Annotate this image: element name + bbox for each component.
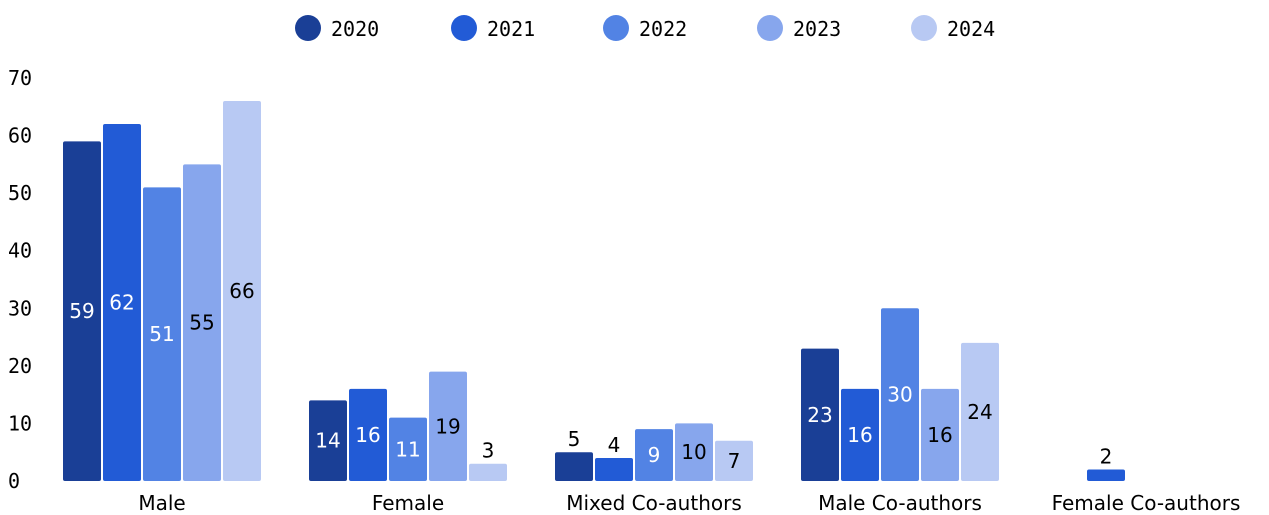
bar-2024 — [469, 463, 507, 481]
bar-2022 — [881, 308, 919, 481]
bar-2022 — [635, 429, 673, 481]
bar-2021 — [841, 388, 879, 481]
y-axis: 0 10 20 30 40 50 60 70 — [8, 66, 32, 493]
bar-2020 — [63, 141, 101, 482]
bar-2024 — [715, 440, 753, 481]
legend-swatch-2023 — [757, 15, 783, 41]
legend-label-2023: 2023 — [793, 17, 841, 41]
y-tick-label: 60 — [8, 124, 32, 148]
x-axis: Male Female Mixed Co-authors Male Co-author… — [138, 491, 1240, 515]
data-label-2024: 7 — [728, 449, 741, 473]
data-label-2020: 59 — [69, 299, 94, 323]
data-label-2020: 5 — [568, 427, 581, 451]
data-label-2023: 10 — [681, 440, 706, 464]
data-label-2024: 24 — [967, 400, 992, 424]
data-labels: 59 62 51 55 66 14 16 11 19 3 5 4 9 10 7 23 16 30 16 24 2 — [69, 279, 1112, 473]
bar-2020 — [801, 348, 839, 481]
y-tick-label: 10 — [8, 411, 32, 435]
data-label-2022: 30 — [887, 383, 912, 407]
y-tick-label: 40 — [8, 239, 32, 263]
bar-2023 — [429, 371, 467, 481]
bar-2022 — [389, 417, 427, 481]
legend-swatch-2021 — [451, 15, 477, 41]
data-label-2023: 19 — [435, 414, 460, 438]
legend-label-2022: 2022 — [639, 17, 687, 41]
category-label: Female — [372, 491, 444, 515]
data-label-2024: 3 — [482, 439, 495, 463]
legend-label-2021: 2021 — [487, 17, 535, 41]
y-tick-label: 30 — [8, 296, 32, 320]
data-label-2022: 11 — [395, 437, 420, 461]
bar-2022 — [143, 187, 181, 481]
bar-2024 — [961, 342, 999, 481]
bar-2023 — [921, 388, 959, 481]
category-label: Female Co-authors — [1052, 491, 1241, 515]
bar-2020 — [555, 452, 593, 481]
y-tick-label: 70 — [8, 66, 32, 90]
legend-swatch-2024 — [911, 15, 937, 41]
data-label-2022: 51 — [149, 322, 174, 346]
category-label: Male — [138, 491, 185, 515]
data-label-2024: 66 — [229, 279, 254, 303]
legend-label-2020: 2020 — [331, 17, 379, 41]
bar-2024 — [223, 101, 261, 482]
data-label-2020: 23 — [807, 403, 832, 427]
data-label-2022: 9 — [648, 443, 661, 467]
bar-2021 — [103, 124, 141, 482]
data-label-2020: 14 — [315, 429, 340, 453]
data-label-2021: 2 — [1100, 444, 1113, 468]
bar-2020 — [309, 400, 347, 481]
y-tick-label: 0 — [8, 469, 20, 493]
data-label-2023: 55 — [189, 311, 214, 335]
data-label-2021: 62 — [109, 291, 134, 315]
legend: 2020 2021 2022 2023 2024 — [295, 15, 995, 41]
y-tick-label: 50 — [8, 181, 32, 205]
data-label-2021: 16 — [355, 423, 380, 447]
bar-2023 — [183, 164, 221, 481]
bars — [63, 101, 1125, 482]
legend-swatch-2020 — [295, 15, 321, 41]
data-label-2021: 4 — [608, 433, 621, 457]
data-label-2023: 16 — [927, 423, 952, 447]
y-tick-label: 20 — [8, 354, 32, 378]
legend-label-2024: 2024 — [947, 17, 995, 41]
bar-2023 — [675, 423, 713, 481]
legend-swatch-2022 — [603, 15, 629, 41]
bar-2021 — [595, 457, 633, 481]
category-label: Mixed Co-authors — [566, 491, 742, 515]
bar-2021 — [1087, 469, 1125, 481]
data-label-2021: 16 — [847, 423, 872, 447]
category-label: Male Co-authors — [818, 491, 982, 515]
bar-2021 — [349, 388, 387, 481]
